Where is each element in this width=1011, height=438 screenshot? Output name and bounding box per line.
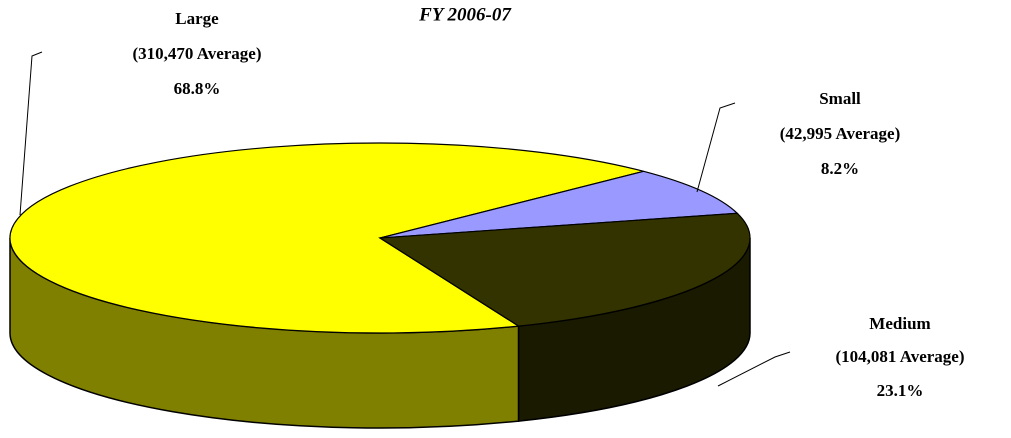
slice-label: Small <box>819 89 861 108</box>
chart-title: FY 2006-07 <box>418 4 512 25</box>
slice <box>379 170 739 239</box>
slice-label: Medium <box>869 314 930 333</box>
slice <box>378 212 751 327</box>
leader-line <box>717 351 791 387</box>
pie <box>9 142 751 429</box>
slice <box>9 142 644 334</box>
slice-value-label: 68.8% <box>174 79 221 98</box>
leader-line <box>19 51 43 216</box>
slice-label: Large <box>175 9 219 28</box>
leader-line <box>696 102 736 193</box>
slice-value-label: 23.1% <box>877 381 924 400</box>
slice-value-label: 8.2% <box>821 159 859 178</box>
slice-sublabel: (310,470 Average) <box>132 44 261 63</box>
slice-sublabel: (42,995 Average) <box>780 124 901 143</box>
slice-sublabel: (104,081 Average) <box>835 347 964 366</box>
